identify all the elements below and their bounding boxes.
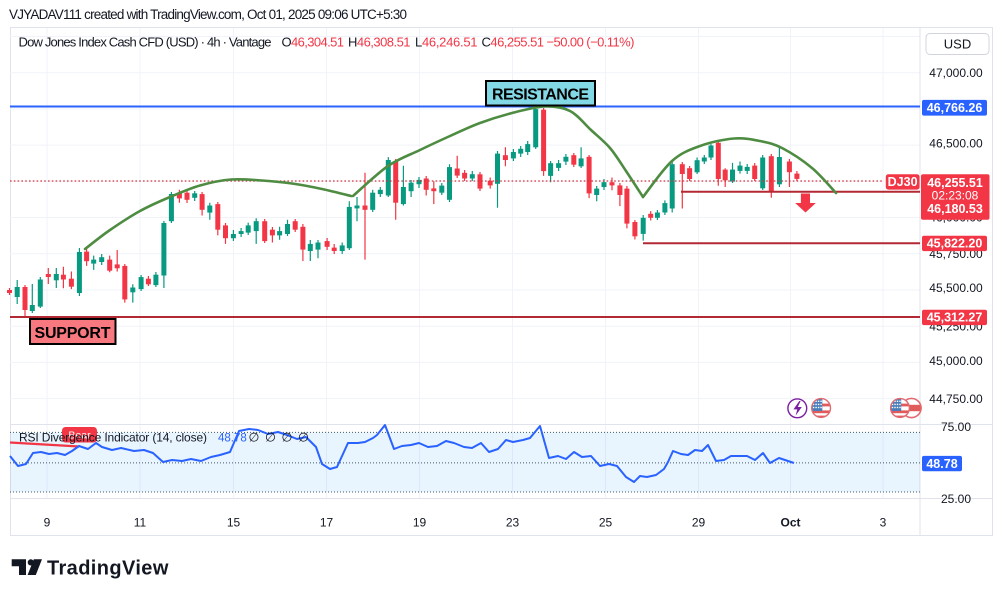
svg-text:25: 25 [599,516,613,530]
svg-text:47,000.00: 47,000.00 [929,66,983,80]
svg-text:−50.00 (−0.11%): −50.00 (−0.11%) [547,35,635,50]
svg-text:46,766.26: 46,766.26 [927,101,983,115]
svg-text:∅: ∅ [249,431,260,445]
svg-text:RESISTANCE: RESISTANCE [492,87,589,104]
svg-text:L46,246.51: L46,246.51 [415,35,478,50]
svg-text:SUPPORT: SUPPORT [35,325,111,342]
svg-text:44,750.00: 44,750.00 [929,392,983,406]
svg-text:45,500.00: 45,500.00 [929,281,983,295]
svg-text:45,312.27: 45,312.27 [927,311,983,325]
svg-text:Bear: Bear [68,430,91,442]
svg-text:O46,304.51: O46,304.51 [282,35,345,50]
svg-text:23: 23 [506,516,520,530]
svg-text:VJYADAV111 created with Tradin: VJYADAV111 created with TradingView.com,… [9,7,407,22]
svg-text:USD: USD [944,37,971,52]
svg-text:9: 9 [44,516,51,530]
svg-text:∅: ∅ [282,431,293,445]
svg-text:C46,255.51: C46,255.51 [482,35,545,50]
svg-text:∅: ∅ [298,431,309,445]
svg-text:29: 29 [692,516,706,530]
svg-text:Dow Jones Index Cash CFD (USD): Dow Jones Index Cash CFD (USD) · 4h · Va… [19,35,272,50]
svg-text:02:23:08: 02:23:08 [932,189,979,203]
svg-text:46,255.51: 46,255.51 [927,176,983,190]
svg-text:17: 17 [320,516,334,530]
svg-text:3: 3 [880,516,887,530]
svg-text:H46,308.51: H46,308.51 [348,35,411,50]
svg-text:RSI Divergence Indicator (14,: RSI Divergence Indicator (14, close) [19,431,207,445]
svg-text:75.00: 75.00 [941,420,971,434]
svg-text:15: 15 [227,516,241,530]
svg-text:11: 11 [134,516,147,530]
svg-text:Oct: Oct [780,516,800,530]
svg-text:19: 19 [413,516,427,530]
svg-text:45,000.00: 45,000.00 [929,354,983,368]
svg-text:46,500.00: 46,500.00 [929,137,983,151]
svg-text:48.78: 48.78 [218,433,247,445]
svg-text:TradingView: TradingView [47,558,169,580]
svg-text:DJ30: DJ30 [888,175,918,189]
svg-text:25.00: 25.00 [941,492,971,506]
svg-text:45,822.20: 45,822.20 [927,237,983,251]
svg-text:48.78: 48.78 [926,457,957,471]
svg-text:∅: ∅ [265,431,276,445]
svg-text:46,180.53: 46,180.53 [927,202,983,216]
